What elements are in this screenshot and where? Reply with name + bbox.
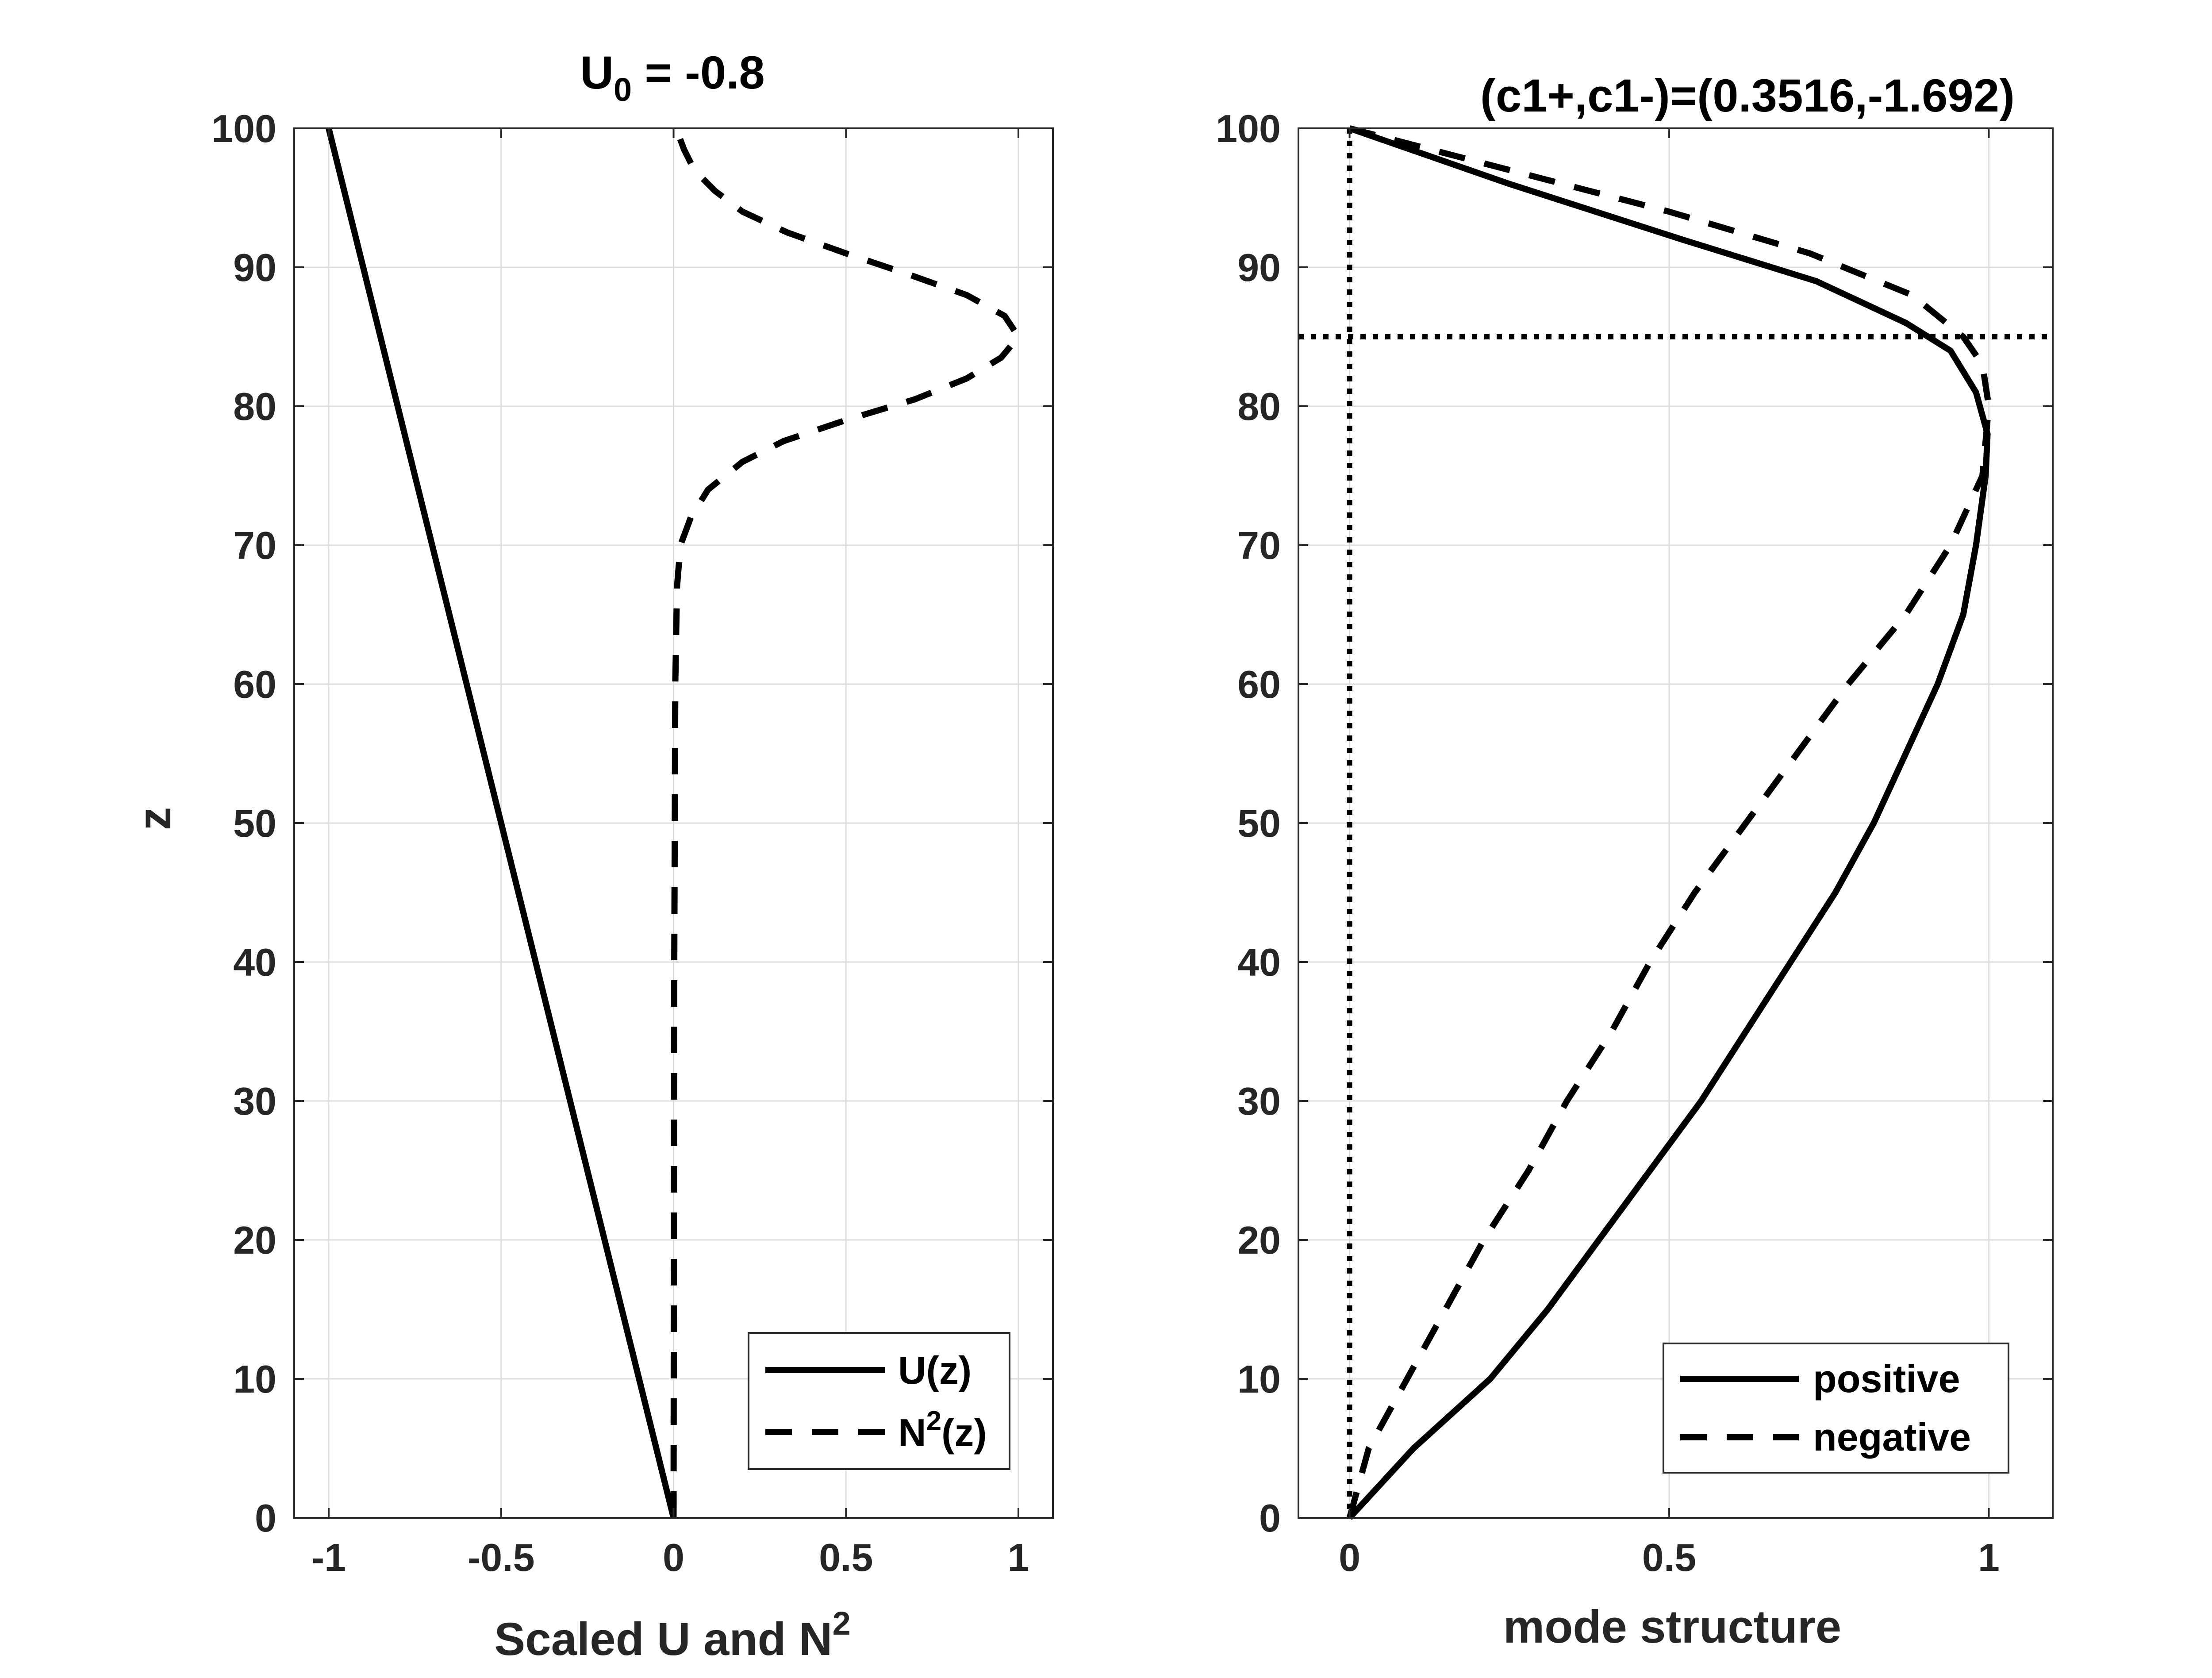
left-xlabel-main: Scaled U and N	[494, 1613, 832, 1665]
y-tick-label: 40	[1237, 940, 1281, 984]
right-series	[1298, 125, 2053, 1520]
y-tick-label: 60	[1237, 662, 1281, 706]
right-legend-box	[1663, 1343, 2009, 1474]
left-legend-n2-rest: (z)	[941, 1411, 987, 1455]
y-tick-label: 50	[233, 801, 276, 845]
left-series	[326, 127, 1022, 1519]
left-legend-label-n2: N2(z)	[898, 1406, 987, 1455]
left-title-subscript: 0	[614, 71, 632, 108]
left-title: U0 = -0.8	[580, 47, 765, 108]
y-tick-label: 20	[233, 1218, 276, 1262]
right-title: (c1+,c1-)=(0.3516,-1.692)	[1480, 70, 2015, 122]
x-tick-label: 1	[1008, 1536, 1029, 1579]
right-legend: positive negative	[1663, 1343, 2009, 1474]
series-line-n	[670, 127, 1022, 1518]
y-tick-label: 90	[1237, 246, 1281, 289]
y-tick-label: 70	[1237, 523, 1281, 567]
y-tick-label: 30	[233, 1079, 276, 1123]
left-legend-n2-main: N	[898, 1411, 926, 1455]
left-legend-n2-superscript: 2	[926, 1406, 941, 1436]
x-tick-label: 0	[1339, 1536, 1360, 1579]
right-xlabel: mode structure	[1503, 1601, 1841, 1653]
x-tick-label: -1	[311, 1536, 346, 1579]
series-line-positive	[1347, 125, 1991, 1520]
x-tick-label: 0	[663, 1536, 684, 1579]
y-tick-label: 10	[1237, 1357, 1281, 1401]
series-line-u-z-	[326, 127, 677, 1519]
y-tick-label: 100	[211, 107, 276, 150]
series-line-negative	[1346, 125, 1992, 1519]
y-tick-label: 30	[1237, 1079, 1281, 1123]
left-xlabel: Scaled U and N2	[494, 1605, 851, 1665]
y-tick-label: 50	[1237, 801, 1281, 845]
y-tick-label: 70	[233, 523, 276, 567]
x-tick-label: 1	[1978, 1536, 2000, 1579]
y-tick-label: 40	[233, 940, 276, 984]
y-tick-label: 90	[233, 246, 276, 289]
left-ylabel: z	[129, 807, 180, 831]
left-xlabel-superscript: 2	[833, 1605, 851, 1642]
right-legend-label-negative: negative	[1813, 1415, 1971, 1459]
left-legend-label-u: U(z)	[898, 1348, 972, 1392]
right-legend-label-positive: positive	[1813, 1357, 1960, 1401]
y-tick-label: 80	[233, 385, 276, 428]
y-tick-label: 0	[255, 1496, 276, 1540]
left-legend: U(z) N2(z)	[748, 1332, 1010, 1470]
y-tick-label: 20	[1237, 1218, 1281, 1262]
x-tick-label: 0.5	[819, 1536, 873, 1579]
left-legend-box	[748, 1332, 1010, 1470]
left-title-rest: = -0.8	[632, 47, 765, 99]
y-tick-label: 60	[233, 662, 276, 706]
y-tick-label: 10	[233, 1357, 276, 1401]
y-tick-label: 0	[1259, 1496, 1281, 1540]
x-tick-label: -0.5	[468, 1536, 535, 1579]
y-tick-label: 100	[1216, 107, 1281, 150]
y-tick-label: 80	[1237, 385, 1281, 428]
left-title-main: U	[580, 47, 614, 99]
x-tick-label: 0.5	[1642, 1536, 1696, 1579]
